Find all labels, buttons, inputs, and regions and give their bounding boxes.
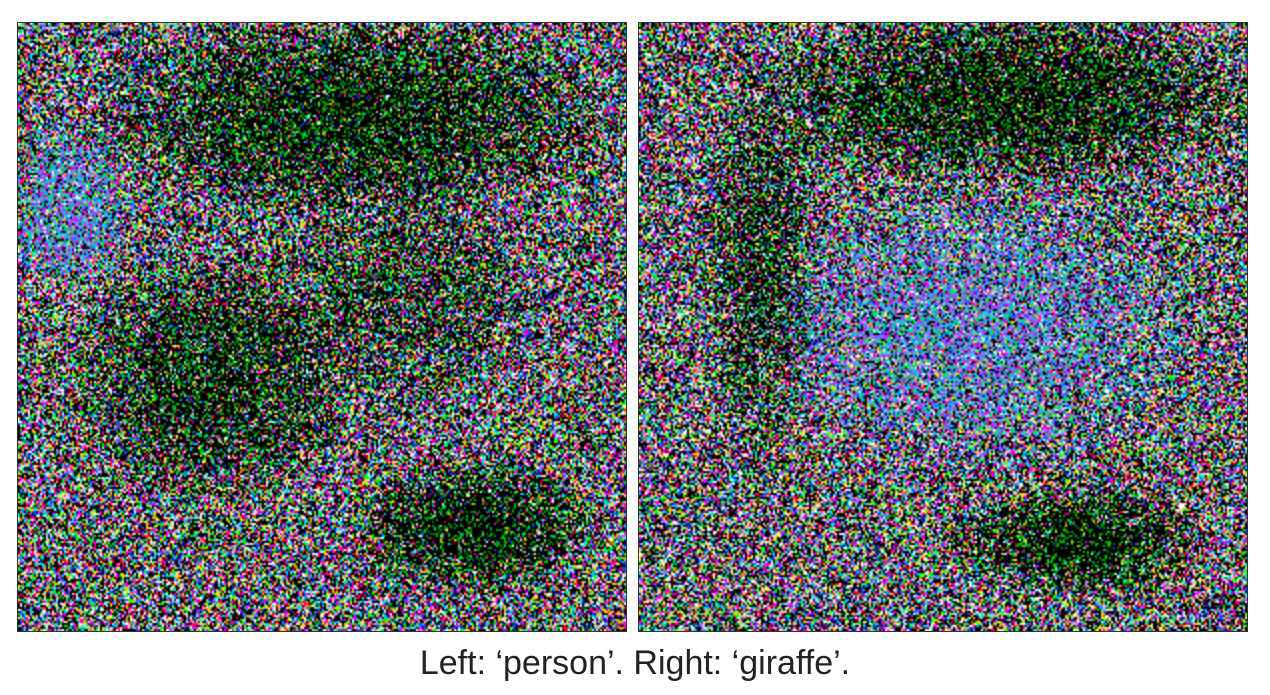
noise-pattern-left [18, 23, 626, 631]
visualization-image-left [17, 22, 627, 632]
figure-caption: Left: ‘person’. Right: ‘giraffe’. [419, 644, 851, 682]
noise-pattern-right [639, 23, 1247, 631]
visualization-image-right [638, 22, 1248, 632]
